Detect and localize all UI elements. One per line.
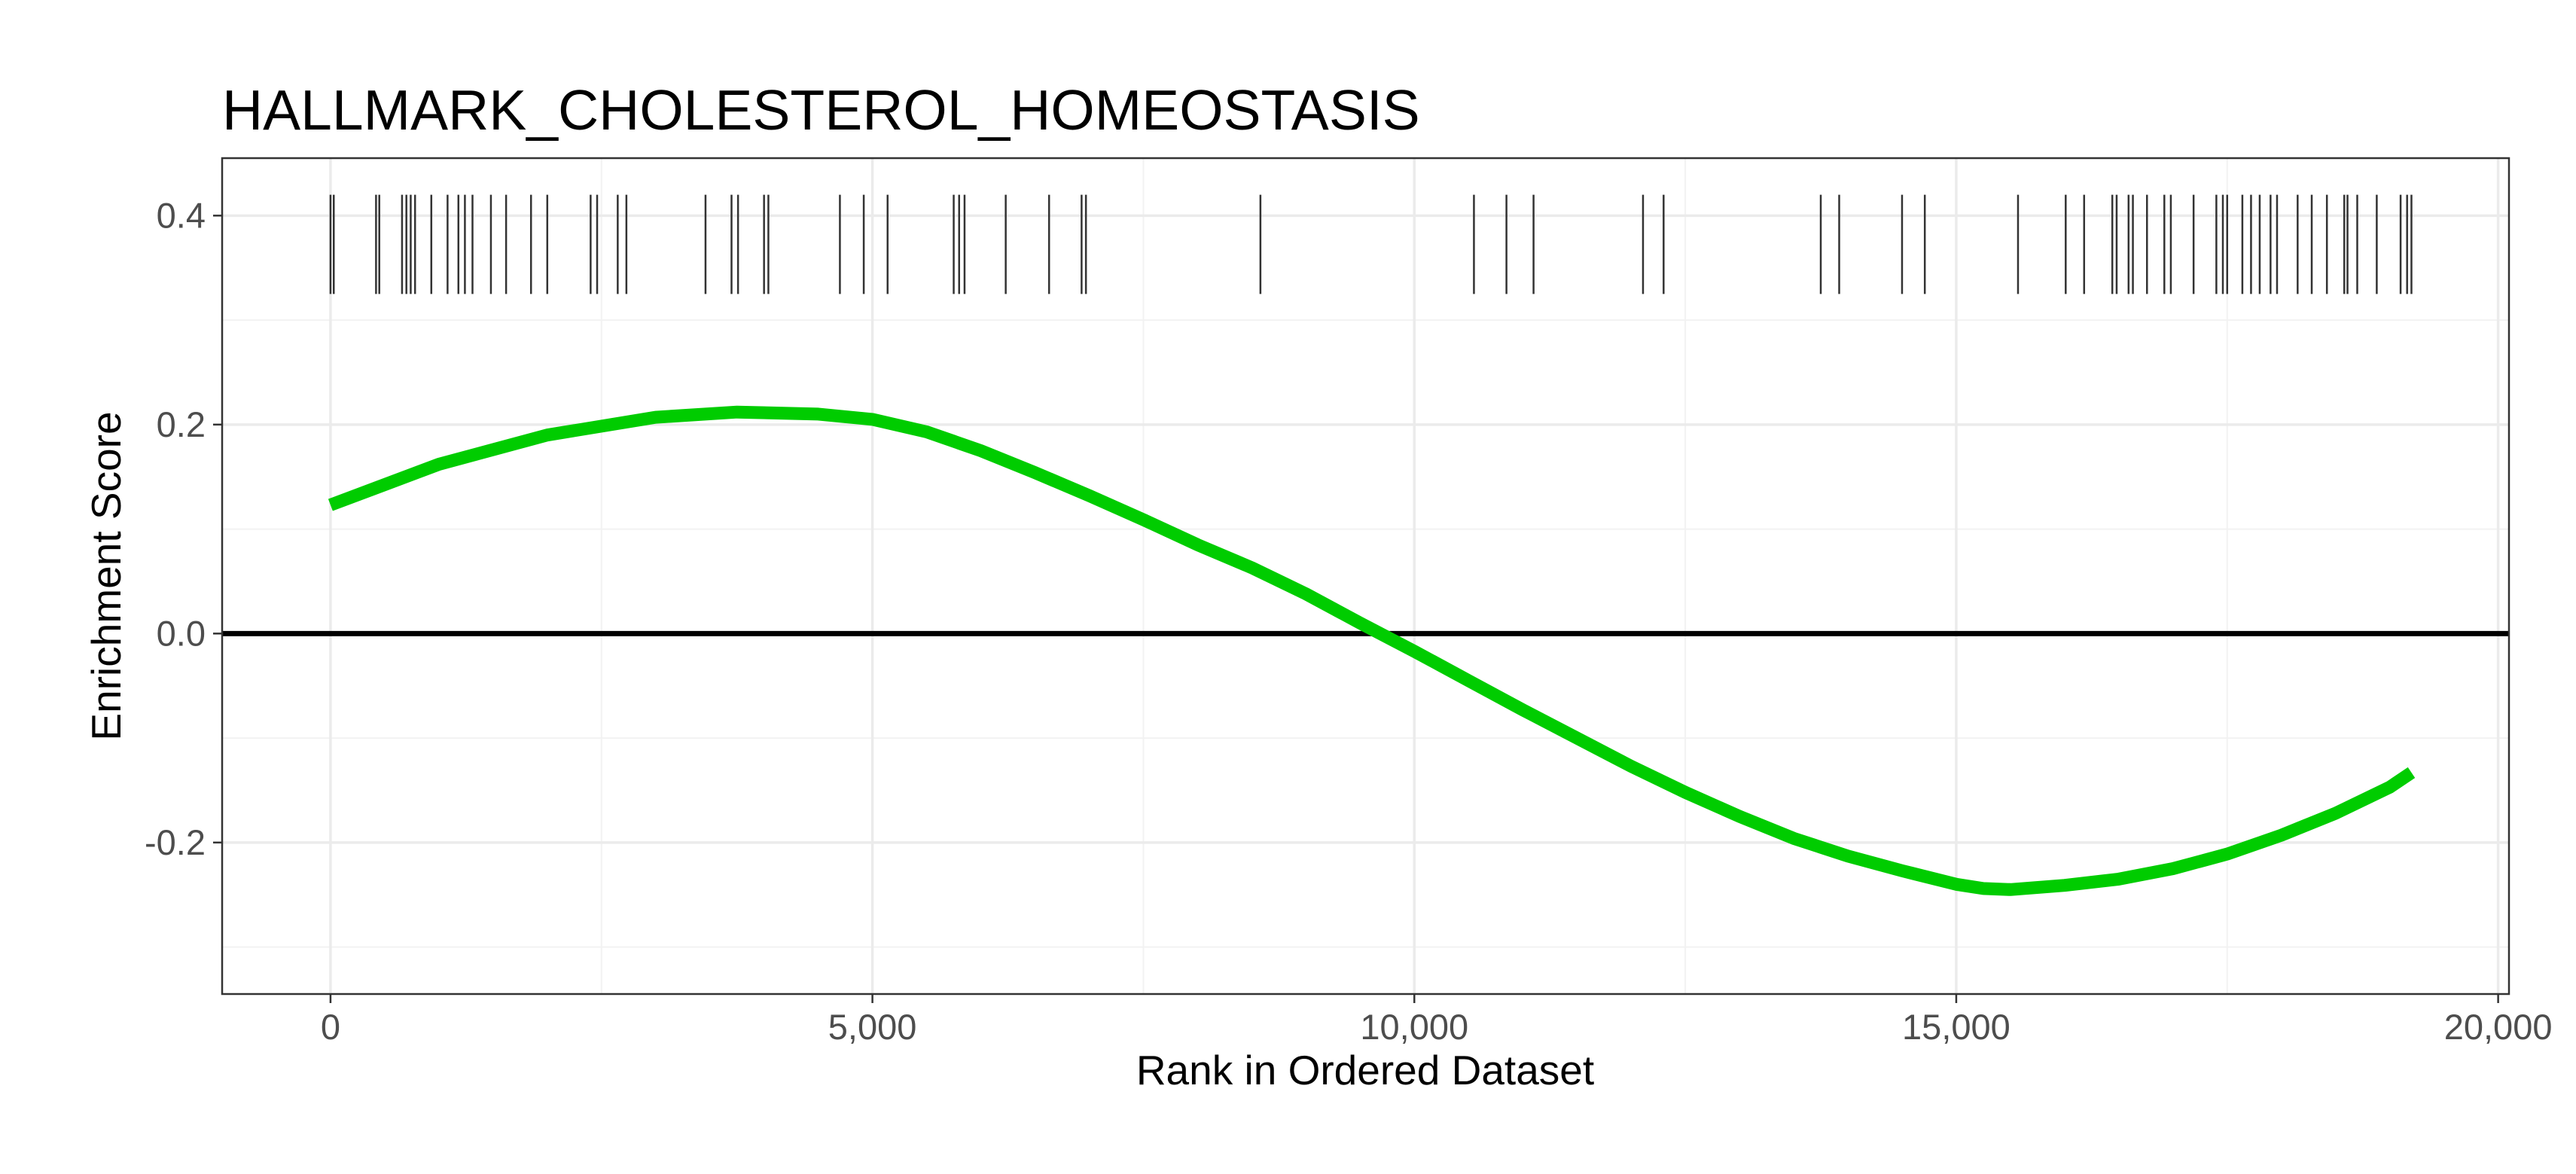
x-axis-title: Rank in Ordered Dataset — [1136, 1047, 1594, 1093]
x-tick-label: 15,000 — [1902, 1007, 2010, 1047]
x-tick-label: 20,000 — [2444, 1007, 2553, 1047]
x-tick-label: 10,000 — [1360, 1007, 1468, 1047]
series-group — [328, 405, 2416, 896]
y-tick-label: 0.0 — [157, 613, 206, 653]
grid-minor — [222, 158, 2509, 994]
y-axis: -0.2 0.0 0.2 0.4 — [145, 195, 222, 862]
chart-title: HALLMARK_CHOLESTEROL_HOMEOSTASIS — [222, 78, 1420, 142]
y-axis-title: Enrichment Score — [83, 411, 130, 740]
y-tick-label: 0.4 — [157, 195, 206, 235]
plot-background — [222, 158, 2509, 994]
x-axis: 0 5,000 10,000 15,000 20,000 — [321, 994, 2553, 1047]
enrichment-score-line — [328, 405, 2416, 896]
y-tick-label: 0.2 — [157, 404, 206, 444]
y-tick-label: -0.2 — [145, 822, 206, 862]
x-tick-label: 0 — [321, 1007, 340, 1047]
gene-hit-marks — [329, 194, 2413, 294]
plot-border — [221, 157, 2510, 996]
x-tick-label: 5,000 — [828, 1007, 917, 1047]
